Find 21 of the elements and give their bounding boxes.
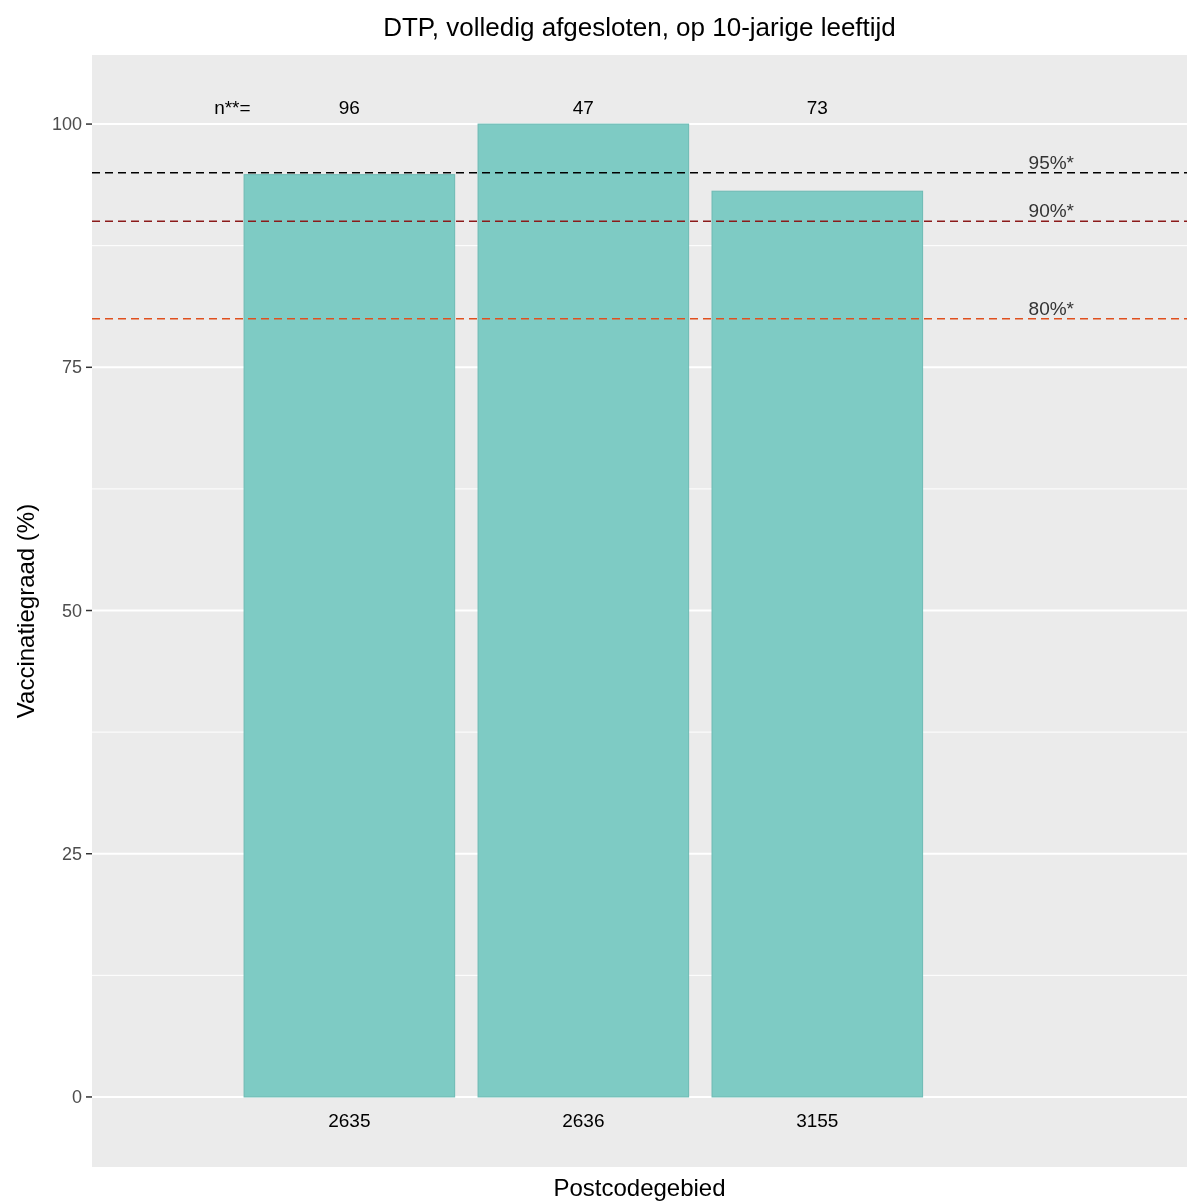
y-tick-label: 100	[51, 114, 82, 135]
annotation: 73	[806, 97, 828, 119]
y-tick-label: 50	[61, 600, 82, 621]
x-tick-label: 2636	[562, 1110, 605, 1131]
annotation: n**=	[214, 97, 251, 119]
bar	[711, 190, 924, 1098]
y-tick-label: 25	[61, 843, 82, 864]
ref-line-label: 80%*	[1028, 297, 1075, 319]
ref-line-label: 95%*	[1028, 151, 1075, 173]
bar	[243, 174, 456, 1098]
y-tick-label: 75	[61, 357, 82, 378]
bar	[477, 123, 690, 1098]
ref-line-label: 90%*	[1028, 200, 1075, 222]
x-tick-label: 2635	[328, 1110, 371, 1131]
x-axis-title: Postcodegebied	[553, 1174, 726, 1201]
chart-title: DTP, volledig afgesloten, op 10-jarige leeftijd	[383, 12, 896, 42]
annotation: 96	[338, 97, 360, 119]
y-tick-label: 0	[71, 1086, 82, 1107]
y-axis-title: Vaccinatiegraad (%)	[12, 503, 39, 719]
annotation: 47	[572, 97, 594, 119]
x-tick-label: 3155	[796, 1110, 839, 1131]
